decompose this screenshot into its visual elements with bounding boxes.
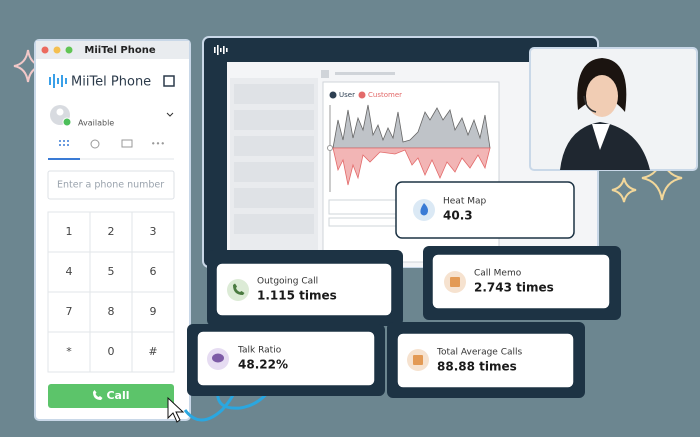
metric-value: 88.88 times — [437, 360, 517, 374]
metric-value: 2.743 times — [474, 281, 554, 295]
keypad-key-label: 2 — [108, 225, 115, 238]
metric-label: Outgoing Call — [257, 277, 318, 287]
dashboard-logo — [214, 45, 228, 55]
call-button[interactable] — [48, 384, 174, 408]
logo-mark — [49, 74, 67, 88]
keypad-key-label: 8 — [108, 305, 115, 318]
tabs: ••• — [48, 139, 174, 160]
metric-card: Outgoing Call 1.115 times — [215, 262, 393, 317]
keypad-key[interactable] — [47, 251, 91, 293]
metric-label: Total Average Calls — [436, 348, 522, 358]
keypad-key[interactable] — [131, 251, 175, 293]
call-button-label: Call — [106, 389, 129, 402]
keypad-key[interactable] — [89, 331, 133, 373]
tab-history[interactable] — [90, 139, 100, 149]
phone-window: MiiTel Phone MiiTel Phone Available ••• … — [34, 39, 191, 421]
keypad-key-label: 3 — [150, 225, 157, 238]
keypad-key-label: * — [66, 345, 72, 358]
legend-customer: Customer — [368, 91, 402, 99]
keypad-key[interactable] — [47, 211, 91, 253]
waveform-customer — [332, 147, 491, 186]
keypad-key-label: # — [148, 345, 157, 358]
keypad-key[interactable] — [89, 291, 133, 333]
tab-contacts[interactable] — [121, 139, 133, 148]
phone-input[interactable] — [47, 170, 175, 200]
keypad-key[interactable] — [47, 291, 91, 333]
keypad-key[interactable] — [131, 291, 175, 333]
metric-label: Call Memo — [474, 269, 522, 279]
metric-value: 1.115 times — [257, 289, 337, 303]
metric-value: 40.3 — [443, 209, 473, 223]
waveform-user — [332, 104, 491, 149]
metric-value: 48.22% — [238, 358, 288, 372]
keypad: 1 2 3 4 5 6 7 8 9 * 0 # — [47, 211, 175, 373]
keypad-key[interactable] — [89, 211, 133, 253]
metric-card: Talk Ratio 48.22% — [196, 330, 376, 387]
phone-input-placeholder: Enter a phone number — [57, 180, 164, 191]
metric-cards: Heat Map 40.3 Outgoing Call 1.115 times … — [187, 181, 621, 398]
keypad-key[interactable] — [47, 331, 91, 373]
keypad-key[interactable] — [131, 331, 175, 373]
keypad-key-label: 4 — [66, 265, 73, 278]
keypad-key-label: 7 — [66, 305, 73, 318]
metric-label: Heat Map — [443, 197, 486, 207]
keypad-key-label: 6 — [150, 265, 157, 278]
legend-user: User — [339, 91, 355, 99]
status: Available — [78, 119, 114, 128]
window-title: MiiTel Phone — [84, 45, 155, 56]
keypad-key-label: 1 — [66, 225, 73, 238]
status-dropdown[interactable] — [166, 112, 174, 117]
keypad-key-label: 9 — [150, 305, 157, 318]
metric-label: Talk Ratio — [237, 346, 282, 356]
tab-more[interactable]: ••• — [151, 140, 165, 149]
metric-card: Heat Map 40.3 — [395, 181, 575, 239]
metric-card: Total Average Calls 88.88 times — [396, 332, 575, 389]
cursor — [167, 396, 185, 423]
metric-card: Call Memo 2.743 times — [431, 253, 611, 310]
keypad-key-label: 0 — [108, 345, 115, 358]
agent-photo — [529, 47, 698, 171]
logo-text: MiiTel Phone — [71, 75, 151, 90]
tab-keypad[interactable] — [59, 140, 69, 146]
keypad-key-label: 5 — [108, 265, 115, 278]
